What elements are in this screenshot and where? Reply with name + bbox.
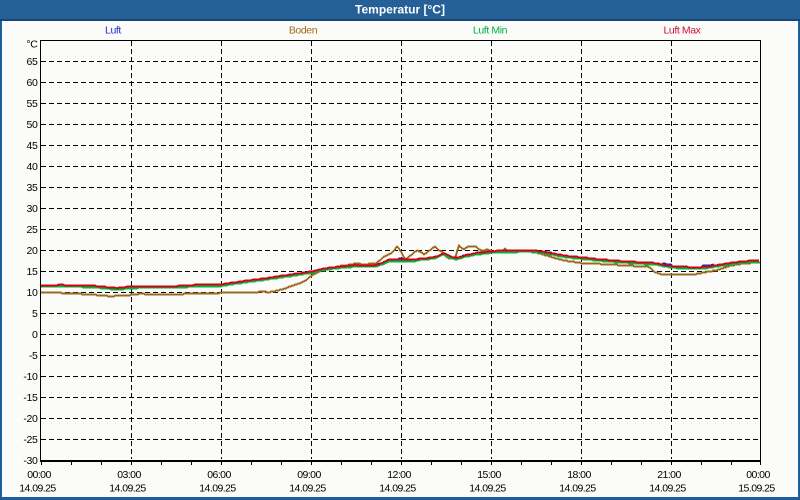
svg-text:03:00: 03:00 — [117, 469, 141, 481]
svg-text:21:00: 21:00 — [657, 469, 681, 481]
svg-text:00:00: 00:00 — [27, 469, 51, 481]
svg-text:00:00: 00:00 — [746, 469, 770, 481]
svg-text:Luft: Luft — [105, 25, 121, 37]
svg-text:50: 50 — [27, 119, 38, 131]
svg-text:-15: -15 — [23, 392, 38, 404]
svg-text:°C: °C — [26, 39, 38, 51]
svg-text:Boden: Boden — [289, 25, 318, 37]
svg-text:14.09.25: 14.09.25 — [559, 483, 596, 495]
svg-text:14.09.25: 14.09.25 — [379, 483, 416, 495]
svg-text:0: 0 — [32, 329, 38, 341]
svg-text:Temperatur [°C]: Temperatur [°C] — [355, 3, 445, 17]
svg-text:14.09.25: 14.09.25 — [109, 483, 146, 495]
svg-text:40: 40 — [27, 161, 38, 173]
svg-text:65: 65 — [27, 56, 38, 68]
svg-text:-25: -25 — [23, 434, 38, 446]
svg-text:-10: -10 — [23, 371, 38, 383]
svg-text:06:00: 06:00 — [207, 469, 231, 481]
svg-text:-20: -20 — [23, 413, 38, 425]
svg-text:45: 45 — [27, 140, 38, 152]
svg-text:14.09.25: 14.09.25 — [649, 483, 686, 495]
svg-text:-5: -5 — [29, 350, 38, 362]
svg-text:12:00: 12:00 — [387, 469, 411, 481]
svg-text:14.09.25: 14.09.25 — [199, 483, 236, 495]
svg-text:14.09.25: 14.09.25 — [289, 483, 326, 495]
svg-text:09:00: 09:00 — [297, 469, 321, 481]
svg-text:25: 25 — [27, 224, 38, 236]
svg-text:-30: -30 — [23, 455, 38, 467]
svg-text:5: 5 — [32, 308, 38, 320]
svg-text:15: 15 — [27, 266, 38, 278]
svg-text:35: 35 — [27, 182, 38, 194]
svg-text:20: 20 — [27, 245, 38, 257]
svg-text:30: 30 — [27, 203, 38, 215]
svg-text:14.09.25: 14.09.25 — [469, 483, 506, 495]
svg-text:14.09.25: 14.09.25 — [19, 483, 56, 495]
svg-text:10: 10 — [27, 287, 38, 299]
svg-text:Luft Min: Luft Min — [473, 25, 508, 37]
svg-text:60: 60 — [27, 77, 38, 89]
svg-text:55: 55 — [27, 98, 38, 110]
svg-text:Luft Max: Luft Max — [663, 25, 701, 37]
svg-text:15:00: 15:00 — [477, 469, 501, 481]
svg-text:15.09.25: 15.09.25 — [738, 483, 775, 495]
svg-text:18:00: 18:00 — [567, 469, 591, 481]
